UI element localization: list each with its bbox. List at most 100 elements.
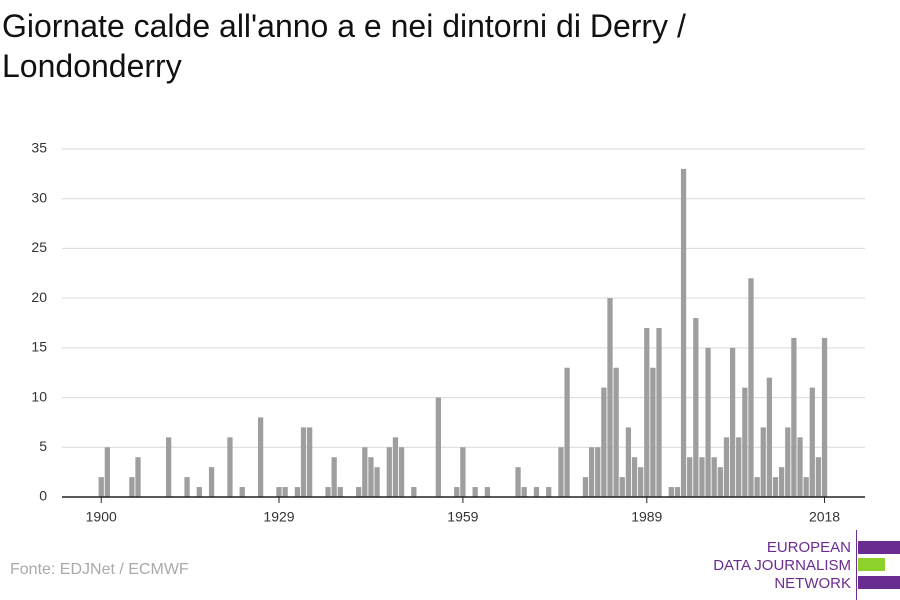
bar <box>613 367 619 497</box>
bar <box>754 477 760 497</box>
y-tick-label: 15 <box>31 339 47 355</box>
bar <box>356 487 362 497</box>
y-tick-label: 20 <box>31 289 47 305</box>
bar <box>227 437 233 497</box>
bar <box>337 487 343 497</box>
bar <box>398 447 405 497</box>
logo-text: DATA JOURNALISM <box>713 557 851 574</box>
bar <box>778 467 785 497</box>
bar <box>558 447 564 497</box>
logo-text: EUROPEAN <box>767 539 851 556</box>
bar <box>300 427 307 497</box>
bar <box>386 447 392 497</box>
x-tick-label: 1959 <box>447 509 478 525</box>
bar <box>729 347 736 497</box>
x-tick-label: 2018 <box>809 509 840 525</box>
bar <box>644 327 650 497</box>
bar <box>411 487 417 497</box>
source: Fonte: EDJNet / ECMWF <box>10 561 189 578</box>
bar <box>760 427 766 497</box>
bar <box>98 477 104 497</box>
bar <box>717 467 723 497</box>
x-tick-label: 1900 <box>86 509 117 525</box>
bar <box>748 278 754 497</box>
bar <box>208 467 215 497</box>
bar <box>104 447 110 497</box>
chart-title: Giornate calde all'anno a e nei dintorni… <box>2 8 686 84</box>
y-tick-label: 30 <box>31 189 47 205</box>
bar <box>723 437 730 497</box>
x-tick-label: 1929 <box>263 509 294 525</box>
bar <box>803 477 809 497</box>
bar <box>166 437 172 497</box>
bar <box>607 298 613 497</box>
x-tick-label: 1989 <box>631 509 662 525</box>
bar <box>135 457 141 497</box>
bar <box>809 387 815 497</box>
y-tick-label: 5 <box>39 438 47 454</box>
bar <box>711 457 717 497</box>
bar <box>294 487 301 497</box>
bar <box>307 427 313 497</box>
bar <box>595 447 601 497</box>
bar <box>601 387 607 497</box>
bar <box>631 457 638 497</box>
bar <box>257 417 264 497</box>
bar <box>362 447 368 497</box>
bar <box>282 487 288 497</box>
bar <box>791 337 797 497</box>
bar <box>331 457 337 497</box>
bar <box>515 467 521 497</box>
bar <box>276 487 282 497</box>
bar <box>435 397 442 497</box>
bar <box>484 487 491 497</box>
bar <box>472 487 478 497</box>
bar <box>184 477 190 497</box>
bar <box>239 487 245 497</box>
bar <box>564 367 570 497</box>
y-tick-label: 10 <box>31 388 47 404</box>
bar <box>392 437 399 497</box>
bar <box>325 487 331 497</box>
bar <box>668 487 674 497</box>
logo-bar <box>858 576 900 589</box>
bar <box>460 447 466 497</box>
bar <box>797 437 803 497</box>
bar <box>680 168 687 497</box>
logo-text: NETWORK <box>774 575 851 592</box>
bar <box>693 318 699 497</box>
logo-bar <box>858 541 900 554</box>
bar <box>619 477 625 497</box>
bar <box>546 487 552 497</box>
bar <box>742 387 748 497</box>
bar <box>521 487 527 497</box>
bar <box>699 457 705 497</box>
bar <box>196 487 202 497</box>
bar <box>687 457 693 497</box>
bar <box>785 427 791 497</box>
bar <box>766 377 773 497</box>
bar <box>772 477 779 497</box>
bar <box>736 437 742 497</box>
bar <box>815 457 822 497</box>
bar <box>374 467 380 497</box>
logo-bar <box>858 558 885 571</box>
bar <box>705 347 711 497</box>
bar <box>656 327 662 497</box>
bar <box>821 337 828 497</box>
y-tick-label: 35 <box>31 140 47 156</box>
bar <box>582 477 589 497</box>
bar <box>625 427 632 497</box>
y-tick-label: 0 <box>39 488 47 504</box>
bar <box>588 447 595 497</box>
bar <box>454 487 460 497</box>
bar <box>368 457 374 497</box>
bar <box>129 477 135 497</box>
bar <box>638 467 644 497</box>
y-tick-label: 25 <box>31 239 47 255</box>
bar <box>674 487 681 497</box>
bar <box>650 367 656 497</box>
bar <box>533 487 540 497</box>
